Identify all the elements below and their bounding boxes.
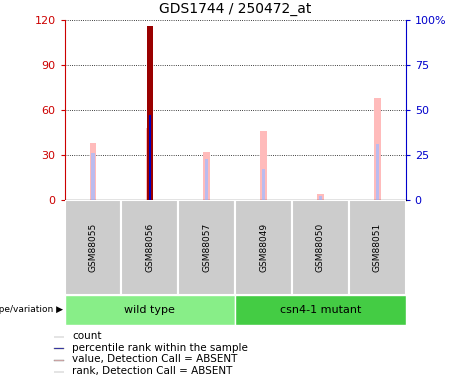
Bar	[178, 200, 235, 295]
Bar	[235, 295, 406, 325]
Bar	[349, 200, 406, 295]
Text: value, Detection Call = ABSENT: value, Detection Call = ABSENT	[72, 354, 238, 364]
Text: rank, Detection Call = ABSENT: rank, Detection Call = ABSENT	[72, 366, 233, 375]
Bar	[319, 196, 322, 200]
Text: GSM88055: GSM88055	[89, 223, 97, 272]
Bar	[91, 153, 95, 200]
Bar	[149, 116, 151, 200]
Text: GSM88050: GSM88050	[316, 223, 325, 272]
Text: count: count	[72, 331, 102, 341]
Bar	[205, 159, 208, 200]
Text: GSM88051: GSM88051	[373, 223, 382, 272]
Text: genotype/variation ▶: genotype/variation ▶	[0, 306, 63, 315]
Bar	[54, 348, 65, 349]
Bar	[262, 170, 265, 200]
Text: GSM88056: GSM88056	[145, 223, 154, 272]
Bar	[65, 200, 121, 295]
Bar	[317, 194, 324, 200]
Bar	[376, 144, 379, 200]
Bar	[54, 360, 65, 361]
Text: wild type: wild type	[124, 305, 175, 315]
Bar	[89, 143, 96, 200]
Bar	[292, 200, 349, 295]
Text: GSM88049: GSM88049	[259, 223, 268, 272]
Text: csn4-1 mutant: csn4-1 mutant	[280, 305, 361, 315]
Bar	[203, 152, 210, 200]
Bar	[260, 131, 267, 200]
Bar	[374, 98, 381, 200]
Text: percentile rank within the sample: percentile rank within the sample	[72, 342, 248, 352]
Bar	[65, 295, 235, 325]
Bar	[147, 128, 153, 200]
Text: GSM88057: GSM88057	[202, 223, 211, 272]
Bar	[235, 200, 292, 295]
Bar	[147, 26, 153, 200]
Title: GDS1744 / 250472_at: GDS1744 / 250472_at	[159, 2, 311, 16]
Bar	[121, 200, 178, 295]
